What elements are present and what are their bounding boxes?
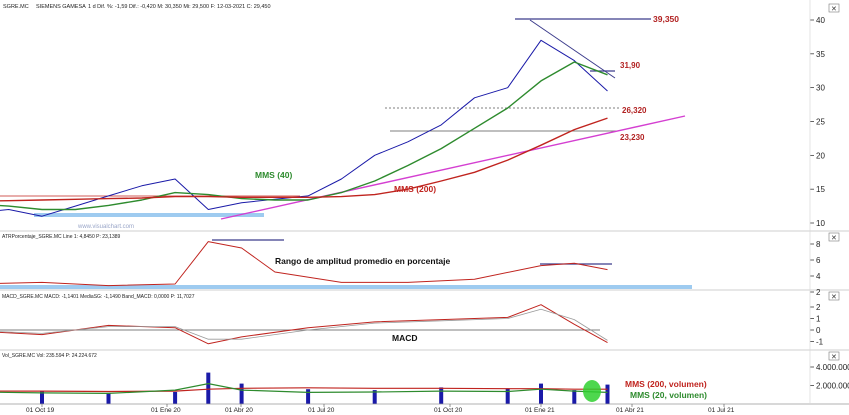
volume-bar [40,391,44,404]
macd-panel-ytick-label: 1 [816,315,821,324]
svg-text:✕: ✕ [831,235,837,242]
macd-panel-series-0 [0,304,608,345]
header-company: SIEMENS GAMESA [36,4,86,10]
atr-y-axis: 8 6 4 2 [810,240,821,297]
macd-panel-ytick-label: 2 [816,303,821,312]
x-tick-label: 01 Oct 19 [26,407,55,414]
macd-caption: MACD [392,333,418,343]
price-panel-ytick-label: 15 [816,185,825,194]
price-panel-ytick-label: 30 [816,84,825,93]
macd-panel: MACD_SGRE.MC MACD: -1,1401 MediaSG: -1,1… [0,294,849,351]
price-panel-series-1 [0,61,608,211]
volume-bar [173,392,178,404]
price-series-group [0,39,608,217]
price-panel-ytick-label: 20 [816,151,825,160]
atr-header: ATRPorcentaje_SGRE.MC Line 1: 4,8450 P: … [2,234,121,240]
svg-text:✕: ✕ [831,354,837,361]
macd-panel-ytick-label: 0 [816,326,821,335]
volume-header: Vol_SGRE.MC Vol: 235.594 P: 24.224.672 [2,353,97,359]
macd-header: MACD_SGRE.MC MACD: -1,1401 MediaSG: -1,1… [2,294,195,300]
atr-baseline-zone [0,285,692,289]
volume-bar [106,392,111,404]
atr-panel: ATRPorcentaje_SGRE.MC Line 1: 4,8450 P: … [0,234,849,297]
x-tick-label: 01 Ene 20 [151,407,181,414]
level-label-26320: 26,320 [622,106,647,115]
volume-bar [372,390,377,404]
downtrend-line [529,19,616,79]
svg-text:✕: ✕ [831,6,837,13]
atr-panel-ytick-label: 8 [816,240,821,249]
atr-caption: Rango de amplitud promedio en porcentaje [275,256,450,266]
volume-y-axis: 4.000.000 2.000.000 [810,363,849,391]
x-tick-label: 01 Ene 21 [525,407,555,414]
volume-panel: Vol_SGRE.MC Vol: 235.594 P: 24.224.672 M… [0,353,849,404]
volume-bar [572,390,577,404]
volume-panel-ytick-label: 4.000.000 [816,363,849,372]
x-tick-label: 01 Jul 21 [708,407,735,414]
level-label-3190: 31,90 [620,61,641,70]
level-label-39350: 39,350 [653,14,679,24]
price-panel-series-0 [0,39,608,217]
volume-bar [539,383,543,404]
macd-y-axis: 2 1 0 -1 [810,303,824,347]
close-icon[interactable]: ✕ [828,351,840,361]
macd-panel-ytick-label: -1 [816,338,824,347]
price-panel: 39,350 31,90 26,320 23,230 MMS (40) MMS … [0,14,849,232]
atr-panel-ytick-label: 2 [816,288,821,297]
watermark: www.visualchart.com [77,224,134,230]
level-label-23230: 23,230 [620,133,645,142]
svg-text:✕: ✕ [831,294,837,301]
close-icon[interactable]: ✕ [828,232,840,242]
price-y-axis: 40 35 30 25 20 15 10 [810,16,825,228]
x-axis: 01 Oct 19 01 Ene 20 01 Abr 20 01 Jul 20 01 O… [0,403,849,414]
price-panel-ytick-label: 35 [816,50,825,59]
volume-bar [505,388,510,404]
volume-bar [206,372,211,404]
price-panel-ytick-label: 10 [816,219,825,228]
price-panel-ytick-label: 25 [816,118,825,127]
atr-panel-ytick-label: 4 [816,272,821,281]
mms40-label: MMS (40) [255,170,292,180]
header-info: 1 d Dif. %: -1,59 Dif.: -0,420 M: 30,350… [88,4,271,10]
volume-bar [439,387,444,404]
volume-bar [605,384,610,404]
volume-highlight [583,380,601,402]
vol-ma20-label: MMS (20, volumen) [630,390,707,400]
atr-series-group [0,241,608,287]
x-tick-label: 01 Abr 21 [616,407,644,414]
atr-panel-series-0 [0,241,608,287]
close-icon[interactable]: ✕ [828,291,840,301]
support-zone [34,213,264,217]
volume-panel-ytick-label: 2.000.000 [816,382,849,391]
macd-panel-series-1 [0,308,608,341]
x-tick-label: 01 Oct 20 [434,407,463,414]
volume-bar [239,383,244,404]
volume-bars-group [0,372,610,404]
header-symbol: SGRE.MC [3,4,29,10]
close-icon[interactable]: ✕ [828,3,840,13]
price-panel-series-2 [0,117,608,202]
price-panel-ytick-label: 40 [816,16,825,25]
atr-panel-ytick-label: 6 [816,256,821,265]
macd-series-group [0,304,608,345]
volume-bar [306,389,311,404]
volume-ma-line-1 [0,382,608,395]
vol-ma200-label: MMS (200, volumen) [625,379,707,389]
mms200-label: MMS (200) [394,184,436,194]
uptrend-line [220,115,686,220]
x-tick-label: 01 Jul 20 [308,407,335,414]
x-tick-label: 01 Abr 20 [225,407,253,414]
